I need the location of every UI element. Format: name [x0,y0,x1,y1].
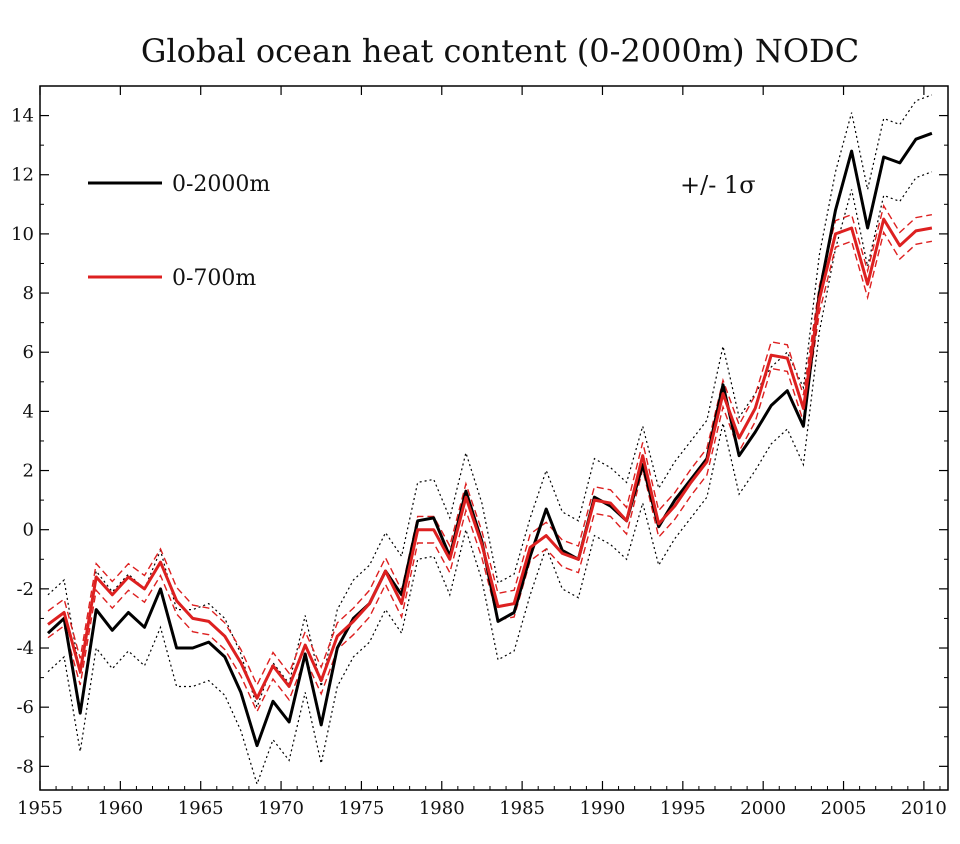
x-tick-label-1990: 1990 [580,798,626,819]
axes: 1955 1960 1965 1970 1975 1980 1985 1990 1995 2000… [11,85,949,819]
y-tick-label--8: -8 [16,756,34,777]
legend-label-0-700m: 0-700m [172,266,256,291]
y-tick-label-14: 14 [11,106,34,127]
x-tick-label-2000: 2000 [740,798,786,819]
y-tick-label-2: 2 [23,461,34,482]
sigma-band-lower-02000m [47,171,933,787]
y-tick-label--6: -6 [16,697,34,718]
x-tick-label-1985: 1985 [499,798,545,819]
y-tick-label-10: 10 [11,224,34,245]
y-tick-label--2: -2 [16,579,34,600]
sigma-annotation: +/- 1σ [680,171,756,199]
x-tick-label-1995: 1995 [660,798,706,819]
sigma-band-lower-0700m [47,230,933,714]
legend-label-0-2000m: 0-2000m [172,172,270,197]
y-tick-label-4: 4 [23,401,34,422]
y-tick-label-12: 12 [11,165,34,186]
sigma-band-upper-02000m [47,94,933,710]
chart-title: Global ocean heat content (0-2000m) NODC [141,32,859,70]
x-tick-label-1980: 1980 [419,798,465,819]
y-tick-label-8: 8 [23,283,34,304]
x-tick-label-1955: 1955 [17,798,63,819]
series-line-02000m [46,131,933,748]
series-line-0700m [47,217,933,700]
legend: 0-2000m 0-700m [88,172,270,291]
y-tick-label--4: -4 [16,638,34,659]
y-tick-label-0: 0 [23,520,34,541]
series-lines [46,131,933,748]
x-tick-label-2005: 2005 [821,798,867,819]
x-tick-label-1960: 1960 [97,798,143,819]
y-tick-label-6: 6 [23,342,34,363]
plot-frame [39,85,949,791]
x-tick-label-1965: 1965 [178,798,224,819]
x-tick-label-1970: 1970 [258,798,304,819]
sigma-band-upper-0700m [47,203,933,687]
uncertainty-bands [47,94,933,787]
x-tick-label-1975: 1975 [339,798,385,819]
x-tick-label-2010: 2010 [901,798,947,819]
